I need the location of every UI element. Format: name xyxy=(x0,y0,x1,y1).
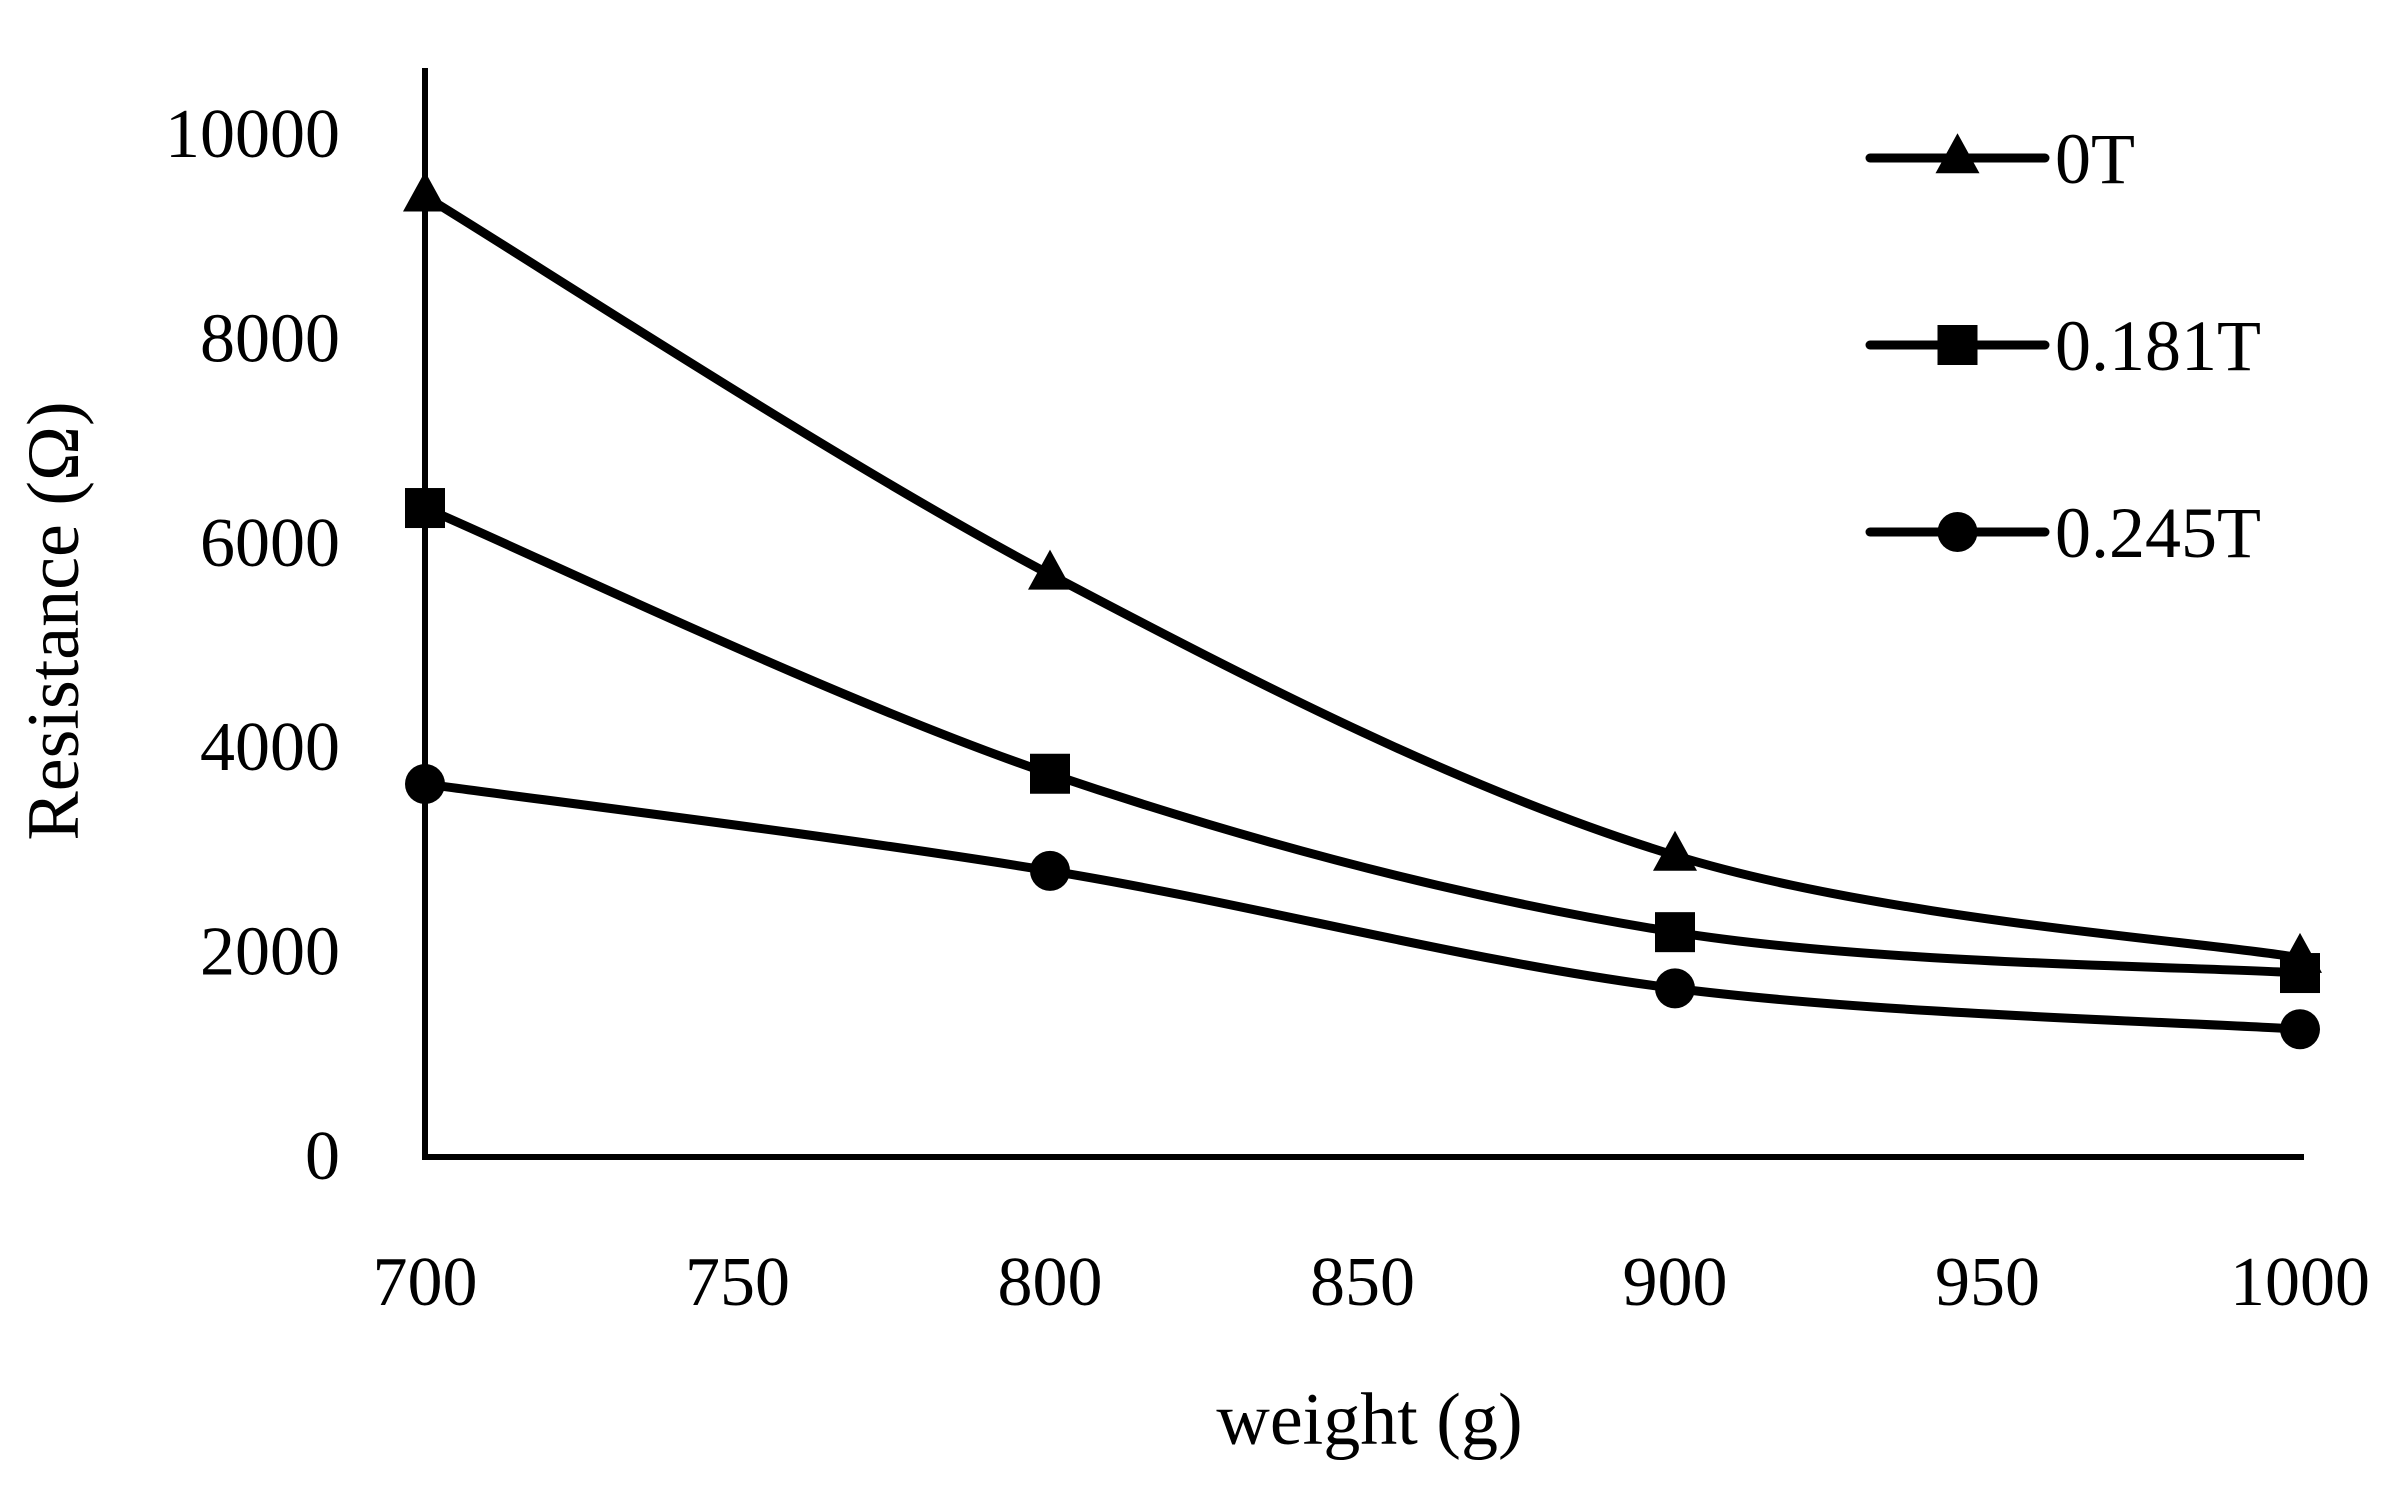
data-point-0245t-800 xyxy=(1030,850,1070,891)
legend-marker-circle-icon xyxy=(1937,512,1978,552)
data-point-0245t-1000 xyxy=(2280,1009,2320,1050)
legend-marker-triangle-icon xyxy=(1935,133,1980,174)
x-tick-label: 900 xyxy=(1623,1244,1728,1321)
series-layer xyxy=(403,171,2322,1050)
x-tick-label: 950 xyxy=(1935,1244,2040,1321)
legend-item-0t: 0T xyxy=(1865,119,2135,199)
legend-label: 0T xyxy=(2055,119,2135,199)
series-line-0t xyxy=(420,191,2305,963)
data-point-0245t-900 xyxy=(1655,968,1695,1009)
data-point-0t-800 xyxy=(1028,549,1072,590)
y-axis-title: Resistance (Ω) xyxy=(13,401,95,840)
series-line-0181t xyxy=(420,503,2305,978)
data-point-0181t-900 xyxy=(1655,912,1695,953)
legend-marker-square-icon xyxy=(1937,325,1978,365)
data-point-0t-900 xyxy=(1653,830,1697,871)
y-tick-label: 10000 xyxy=(165,96,340,173)
data-point-0181t-1000 xyxy=(2280,953,2320,994)
x-axis-title: weight (g) xyxy=(1216,1379,1522,1461)
y-tick-label: 2000 xyxy=(200,914,340,991)
legend-label: 0.181T xyxy=(2055,306,2261,386)
text-layer: 0 2000 4000 6000 8000 10000 700 750 800 850 900 950… xyxy=(13,96,2370,1461)
y-tick-label: 6000 xyxy=(200,505,340,582)
y-tick-label: 0 xyxy=(305,1118,340,1195)
legend-item-0181t: 0.181T xyxy=(1865,306,2261,386)
x-tick-label: 700 xyxy=(373,1244,478,1321)
data-point-0181t-800 xyxy=(1030,753,1070,794)
y-tick-label: 4000 xyxy=(200,709,340,786)
axes-layer xyxy=(422,68,2304,1160)
legend-label: 0.245T xyxy=(2055,493,2261,573)
legend: 0T 0.181T 0.245T xyxy=(1865,119,2261,573)
y-tick-label: 8000 xyxy=(200,300,340,377)
legend-item-0245t: 0.245T xyxy=(1865,493,2261,573)
x-tick-label: 750 xyxy=(685,1244,790,1321)
x-tick-label: 850 xyxy=(1310,1244,1415,1321)
series-line-0245t xyxy=(420,779,2305,1034)
x-tick-label: 800 xyxy=(998,1244,1103,1321)
x-tick-label: 1000 xyxy=(2230,1244,2370,1321)
